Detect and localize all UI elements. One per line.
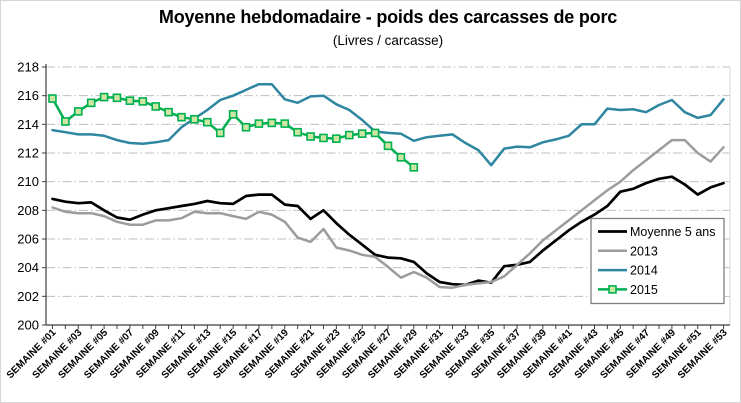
series-marker-2015 — [396, 153, 406, 162]
series-marker-2015 — [370, 128, 380, 138]
series-marker-2015 — [48, 94, 57, 103]
series-line-moyenne-5-ans — [51, 175, 725, 287]
legend-label: 2015 — [630, 283, 658, 297]
y-tick-label: 200 — [17, 318, 39, 333]
series-marker-2015 — [254, 119, 264, 128]
legend-label: 2014 — [630, 264, 658, 278]
series-marker-2015 — [293, 127, 302, 137]
legend-label: 2013 — [630, 244, 658, 258]
series-marker-2015 — [344, 130, 354, 140]
series-marker-2015 — [357, 129, 367, 138]
series-marker-2015 — [190, 115, 199, 124]
series-marker-2015 — [73, 107, 83, 116]
series-marker-2015 — [267, 118, 277, 128]
series-marker-2015 — [164, 107, 173, 117]
y-tick-label: 204 — [17, 260, 39, 275]
series-marker-2015 — [306, 132, 315, 141]
y-tick-label: 208 — [17, 203, 39, 218]
series-lines — [48, 82, 725, 289]
y-tick-label: 206 — [17, 232, 39, 247]
series-marker-2015 — [319, 133, 328, 143]
series-marker-2015 — [177, 112, 186, 122]
series-marker-2015 — [99, 92, 109, 102]
series-marker-2015 — [61, 117, 70, 126]
series-marker-2015 — [228, 110, 238, 119]
series-marker-2015 — [125, 96, 135, 105]
chart-title: Moyenne hebdomadaire - poids des carcass… — [158, 7, 618, 27]
y-tick-label: 214 — [17, 117, 39, 132]
series-marker-2015 — [112, 93, 122, 103]
legend-label: Moyenne 5 ans — [630, 225, 715, 239]
series-marker-2015 — [332, 134, 341, 143]
series-marker-2015 — [280, 119, 290, 128]
series-line-2014 — [51, 82, 725, 167]
series-marker-2015 — [203, 117, 212, 127]
axes — [42, 64, 731, 329]
chart-subtitle: (Livres / carcasse) — [332, 33, 444, 48]
series-marker-2015 — [383, 141, 393, 151]
series-marker-2015 — [138, 97, 148, 106]
y-tick-label: 218 — [17, 60, 39, 75]
series-marker-2015 — [215, 128, 225, 138]
legend-marker-sample — [608, 285, 617, 294]
series-marker-2015 — [409, 163, 419, 172]
series-line-2013 — [51, 138, 725, 289]
y-tick-label: 212 — [17, 146, 39, 161]
series-marker-2015 — [86, 98, 96, 108]
y-tick-label: 210 — [17, 174, 39, 189]
series-marker-2015 — [151, 102, 160, 111]
legend: Moyenne 5 ans 2013 2014 2015 — [590, 217, 725, 305]
series-marker-2015 — [241, 122, 251, 132]
y-tick-label: 216 — [17, 88, 39, 103]
y-tick-label: 202 — [17, 289, 39, 304]
